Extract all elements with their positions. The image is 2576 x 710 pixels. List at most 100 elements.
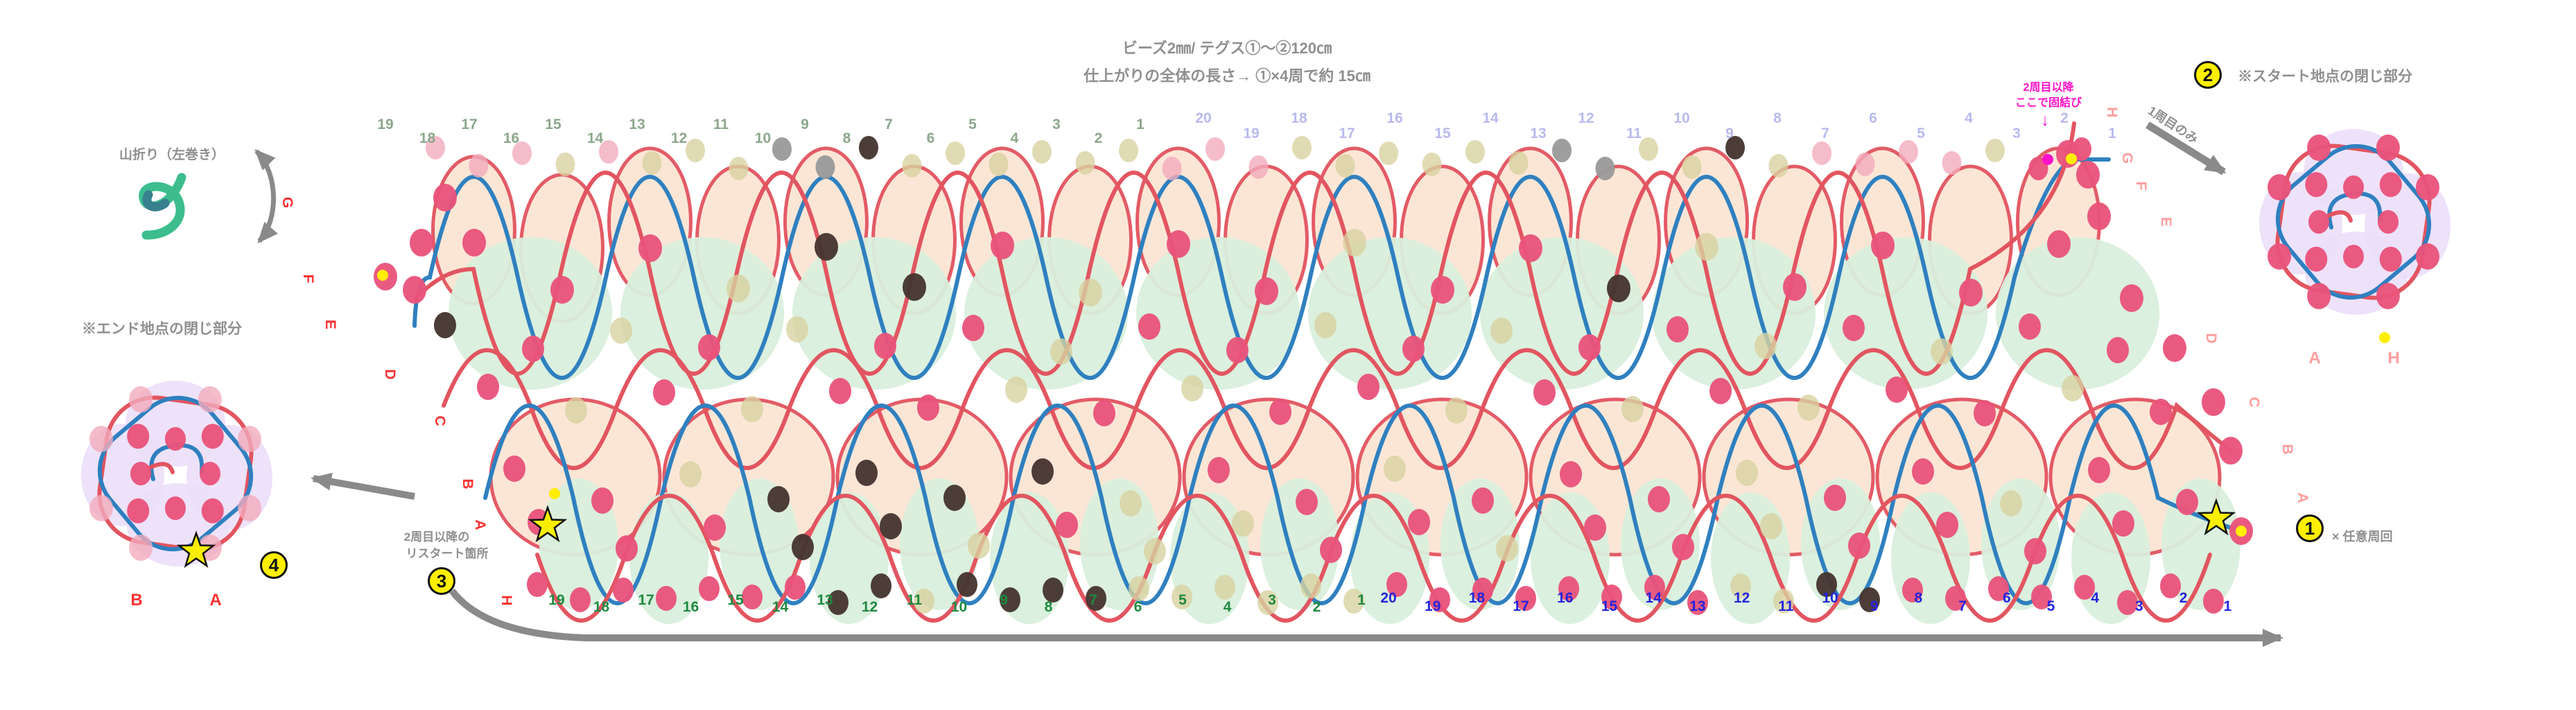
petal-bottom-row [1621, 478, 1700, 610]
bead-number-bottom_green: 2 [1313, 599, 1321, 615]
bead-bottom-edge [613, 578, 634, 603]
bead-bottom-edge [1859, 587, 1880, 612]
bead-row-cb [2000, 490, 2022, 517]
bead-number-bottom_green: 7 [1089, 592, 1097, 608]
bead-row-d [1357, 374, 1380, 400]
bead-row-cb [2176, 489, 2198, 515]
bead-number-bottom_blue: 3 [2135, 598, 2143, 614]
bead-number-bottom_green: 14 [772, 599, 789, 615]
bead-row-d [1974, 400, 1996, 426]
start-close-flower-mid-bead [2379, 172, 2402, 198]
bead-row-e [874, 333, 896, 359]
round-direction-arrow-icon [449, 588, 2283, 647]
bead-number-bottom_blue: 19 [1425, 598, 1441, 614]
bead-top-edge [686, 139, 705, 162]
bead-row-cb [503, 456, 525, 482]
bead-number-bottom_blue: 11 [1778, 598, 1794, 614]
bead-bottom-edge [1644, 575, 1665, 600]
end-close-flower-outer-bead [89, 494, 114, 521]
end-close-flower-star-icon [176, 530, 216, 569]
bead-bottom-edge [785, 575, 806, 600]
bead-top-edge [1379, 141, 1398, 165]
bead-left-edge [410, 229, 433, 257]
bead-number-bottom_blue: 1 [2223, 598, 2231, 614]
bead-top-edge [1768, 154, 1789, 178]
bead-top-edge [1812, 141, 1831, 165]
bead-row-e [522, 336, 544, 362]
bead-row-d [2150, 399, 2172, 425]
bead-bottom-edge [1945, 586, 1966, 611]
bead-number-top_purple: 8 [1773, 110, 1782, 126]
end-close-flower-mid-bead [201, 424, 224, 449]
bead-right-edge [2163, 334, 2186, 362]
bead-number-top_purple: 3 [2012, 125, 2021, 141]
bead-row-cb [855, 460, 878, 486]
row-letter-right-B: B [2279, 444, 2295, 454]
knot-arrow-down-icon: ↓ [2041, 111, 2049, 130]
bead-top-edge [1639, 137, 1658, 161]
bead-number-bottom_green: 8 [1045, 599, 1053, 615]
bead-row-e [610, 318, 632, 344]
bead-number-top_green: 2 [1095, 130, 1103, 146]
bead-top-edge [772, 137, 792, 161]
bead-row-d [1181, 375, 1203, 401]
start-close-flower-outer-bead [2268, 243, 2292, 270]
bead-left-edge [403, 276, 426, 304]
bead-bottom-edge [1730, 573, 1751, 598]
bead-number-top_purple: 13 [1530, 125, 1546, 141]
bead-row-cb [591, 487, 613, 514]
row-letter-right-D: D [2203, 333, 2219, 343]
bead-number-bottom_green: 12 [862, 599, 878, 615]
bead-number-top_purple: 18 [1291, 110, 1307, 126]
badge-1-icon: 1 [2296, 514, 2324, 542]
row-letter-left-G: G [279, 197, 295, 208]
bead-row-e [1226, 337, 1248, 363]
bead-row-gf [903, 273, 926, 301]
bead-number-top_green: 6 [927, 130, 935, 146]
bead-number-bottom_blue: 8 [1915, 590, 1923, 606]
bead-bottom-edge [2160, 573, 2181, 598]
bead-row-ba [792, 534, 814, 560]
bead-number-top_purple: 15 [1434, 125, 1451, 141]
bead-top-edge [1119, 139, 1138, 162]
bead-number-top_purple: 2 [2060, 110, 2069, 126]
bead-row-d [565, 397, 587, 424]
blue-thread-top [412, 157, 2111, 380]
bead-bottom-edge [1172, 585, 1192, 609]
bead-row-cb [767, 486, 790, 512]
bead-top-edge [555, 153, 575, 176]
bead-row-cb [1824, 485, 1846, 511]
bead-bottom-edge [2203, 589, 2224, 614]
bead-bottom-edge [1687, 590, 1708, 615]
bead-top-edge [902, 154, 922, 178]
row-letter-left-H: H [498, 595, 514, 605]
finished-length-title: 仕上がりの全体の長さ→ ①×4周で約 15㎝ [1084, 67, 1370, 85]
bead-row-gf [1695, 233, 1718, 261]
end-close-flower-outer-bead [89, 426, 114, 453]
start-close-flower-inner-bead [2378, 210, 2399, 234]
bead-row-e [1578, 334, 1601, 361]
bead-number-bottom_blue: 18 [1469, 590, 1486, 606]
start-close-flower-outer-bead [2376, 135, 2400, 162]
bead-number-bottom_blue: 16 [1557, 590, 1573, 606]
bead-row-e [2107, 337, 2129, 363]
bead-row-e [1490, 318, 1513, 344]
knot-dot-icon [2042, 154, 2053, 165]
start-close-flower-yellow-dot-icon [2379, 332, 2390, 343]
bead-row-gf [1871, 232, 1895, 259]
end-close-flower-outer-bead [237, 494, 261, 521]
badge-4-icon: 4 [260, 551, 288, 579]
bead-number-top_purple: 9 [1725, 125, 1734, 141]
bead-row-gf [1783, 273, 1807, 301]
annotation-arrows [139, 121, 2283, 647]
bead-top-edge [1422, 153, 1442, 176]
bead-bottom-edge [570, 587, 591, 612]
start-star-icon [528, 505, 568, 543]
start-close-flower-mid-bead [2379, 246, 2402, 272]
restart-left-arrow-icon [311, 472, 415, 500]
bead-bottom-edge [1816, 572, 1837, 597]
row-letter-right-E: E [2158, 217, 2174, 227]
bead-right-edge [2076, 161, 2100, 189]
start-close-flower-blue-thread [2275, 144, 2432, 300]
